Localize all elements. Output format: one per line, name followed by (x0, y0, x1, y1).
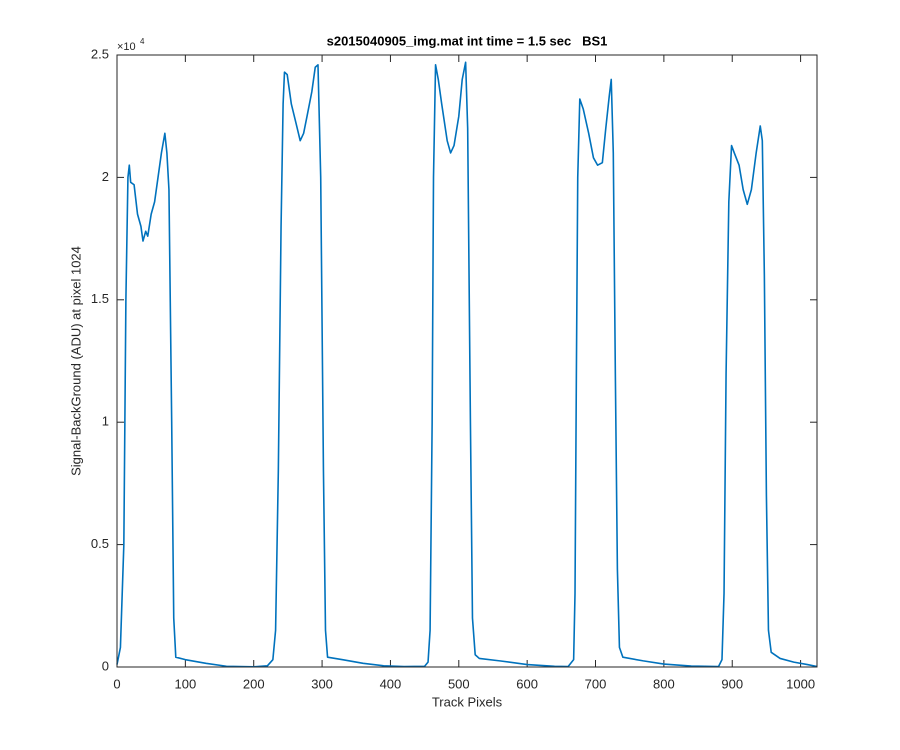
chart-title: s2015040905_img.mat int time = 1.5 sec B… (327, 33, 608, 48)
y-tick-label: 2.5 (91, 46, 109, 61)
y-tick-label: 0.5 (91, 536, 109, 551)
x-tick-label: 0 (113, 676, 120, 691)
y-tick-label: 1.5 (91, 291, 109, 306)
y-multiplier: ×10 (117, 41, 136, 53)
x-tick-label: 400 (380, 676, 402, 691)
x-tick-label: 100 (175, 676, 197, 691)
y-tick-label: 1 (102, 414, 109, 429)
y-tick-label: 2 (102, 169, 109, 184)
plot-frame (116, 54, 818, 668)
x-axis-label: Track Pixels (432, 694, 503, 709)
data-line (116, 61, 818, 668)
x-tick-label: 900 (721, 676, 743, 691)
x-tick-label: 200 (243, 676, 265, 691)
x-tick-label: 1000 (786, 676, 815, 691)
y-axis-label: Signal-BackGround (ADU) at pixel 1024 (68, 246, 83, 476)
x-tick-label: 700 (585, 676, 607, 691)
x-tick-label: 500 (448, 676, 470, 691)
x-tick-label: 300 (311, 676, 333, 691)
y-multiplier-exponent: 4 (140, 37, 145, 46)
x-tick-label: 800 (653, 676, 675, 691)
y-tick-label: 0 (102, 658, 109, 673)
x-tick-label: 600 (516, 676, 538, 691)
